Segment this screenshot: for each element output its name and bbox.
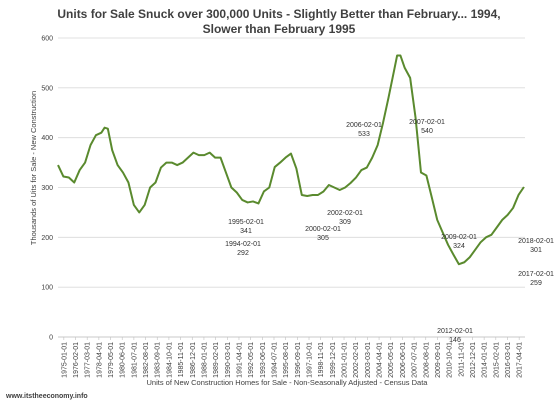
- x-tick-label: 1978-04-01: [96, 342, 103, 378]
- x-tick-label: 2015-02-01: [493, 342, 500, 378]
- annotation-value: 146: [449, 337, 461, 344]
- x-tick-label: 2005-05-01: [388, 342, 395, 378]
- annotation-date: 2012-02-01: [437, 328, 473, 335]
- y-tick-label: 300: [41, 185, 53, 192]
- annotation-value: 341: [240, 228, 252, 235]
- x-tick-label: 2014-01-01: [482, 342, 489, 378]
- x-tick-label: 1991-04-01: [236, 342, 243, 378]
- x-tick-label: 2002-02-01: [353, 342, 360, 378]
- x-tick-label: 1975-01-01: [61, 342, 68, 378]
- y-tick-label: 200: [41, 235, 53, 242]
- annotation-date: 2009-02-01: [441, 234, 477, 241]
- x-tick-label: 2004-04-01: [377, 342, 384, 378]
- chart-title-line-1: Units for Sale Snuck over 300,000 Units …: [57, 7, 500, 21]
- annotation-value: 305: [317, 235, 329, 242]
- x-tick-label: 1998-11-01: [318, 342, 325, 377]
- annotation-date: 1994-02-01: [225, 241, 261, 248]
- x-axis-label: Units of New Construction Homes for Sale…: [147, 378, 429, 387]
- y-tick-label: 400: [41, 135, 53, 142]
- gridlines: [58, 37, 525, 338]
- x-tick-label: 1984-10-01: [166, 342, 173, 378]
- x-tick-label: 2006-06-01: [400, 342, 407, 378]
- y-axis-label: Thousands of Uits for Sale - New Constru…: [29, 91, 38, 245]
- x-tick-label: 1988-01-01: [201, 342, 208, 378]
- annotation-value: 301: [530, 247, 542, 254]
- y-tick-label: 600: [41, 36, 53, 43]
- x-tick-label: 2010-10-01: [447, 342, 454, 378]
- x-tick-label: 2011-11-01: [458, 342, 465, 377]
- annotation-date: 2002-02-01: [327, 210, 363, 217]
- x-tick-label: 1996-09-01: [295, 342, 302, 378]
- x-tick-label: 2016-03-01: [505, 342, 512, 378]
- x-tick-label: 1990-03-01: [225, 342, 232, 378]
- x-tick-label: 1976-02-01: [73, 342, 80, 378]
- x-tick-label: 2017-04-01: [517, 342, 524, 378]
- annotation-date: 2017-02-01: [518, 271, 554, 278]
- annotations: 1994-02-01 292 1995-02-01 341 2000-02-01 305 2…: [225, 119, 554, 344]
- x-tick-label: 1994-07-01: [271, 342, 278, 378]
- annotation-value: 309: [339, 219, 351, 226]
- annotation-date: 2018-02-01: [518, 238, 554, 245]
- annotation-date: 2006-02-01: [346, 122, 382, 129]
- x-tick-label: 2012-12-01: [470, 342, 477, 378]
- axes: 0 100 200 300 400 500 600 1975-01-01 1976-02-01 1…: [41, 36, 525, 378]
- series-line-0: [57, 54, 525, 266]
- source-credit: www.itstheeconomy.info: [5, 393, 88, 400]
- x-tick-label: 1992-05-01: [248, 342, 255, 378]
- y-tick-label: 100: [41, 285, 53, 292]
- x-tick-label: 1995-08-01: [283, 342, 290, 378]
- annotation-value: 259: [530, 280, 542, 287]
- x-tick-label: 2001-01-01: [342, 342, 349, 378]
- annotation-value: 540: [421, 128, 433, 135]
- x-tick-label: 1993-06-01: [260, 342, 267, 378]
- annotation-date: 2007-02-01: [409, 119, 445, 126]
- x-tick-label: 1985-11-01: [178, 342, 185, 377]
- x-tick-label: 1989-02-01: [213, 342, 220, 378]
- x-tick-label: 1980-06-01: [120, 342, 127, 378]
- x-tick-label: 1981-07-01: [131, 342, 138, 378]
- y-tick-label: 0: [49, 335, 53, 342]
- x-tick-label: 1999-12-01: [330, 342, 337, 378]
- y-tick-label: 500: [41, 85, 53, 92]
- x-tick-label: 2003-03-01: [365, 342, 372, 378]
- annotation-date: 1995-02-01: [228, 219, 264, 226]
- x-tick-label: 2007-07-01: [412, 342, 419, 378]
- x-tick-label: 1982-08-01: [143, 342, 150, 378]
- series: [57, 54, 525, 266]
- x-tick-label: 1997-10-01: [307, 342, 314, 378]
- x-tick-label: 1986-12-01: [190, 342, 197, 378]
- x-tick-label: 1979-05-01: [108, 342, 115, 378]
- annotation-value: 292: [237, 250, 249, 257]
- annotation-value: 533: [358, 131, 370, 138]
- x-tick-label: 1983-09-01: [155, 342, 162, 378]
- x-tick-label: 1977-03-01: [85, 342, 92, 378]
- annotation-value: 324: [453, 243, 465, 250]
- chart-title-line-2: Slower than February 1995: [203, 22, 356, 36]
- annotation-date: 2000-02-01: [305, 226, 341, 233]
- x-tick-label: 2009-09-01: [435, 342, 442, 378]
- x-tick-label: 2008-08-01: [423, 342, 430, 378]
